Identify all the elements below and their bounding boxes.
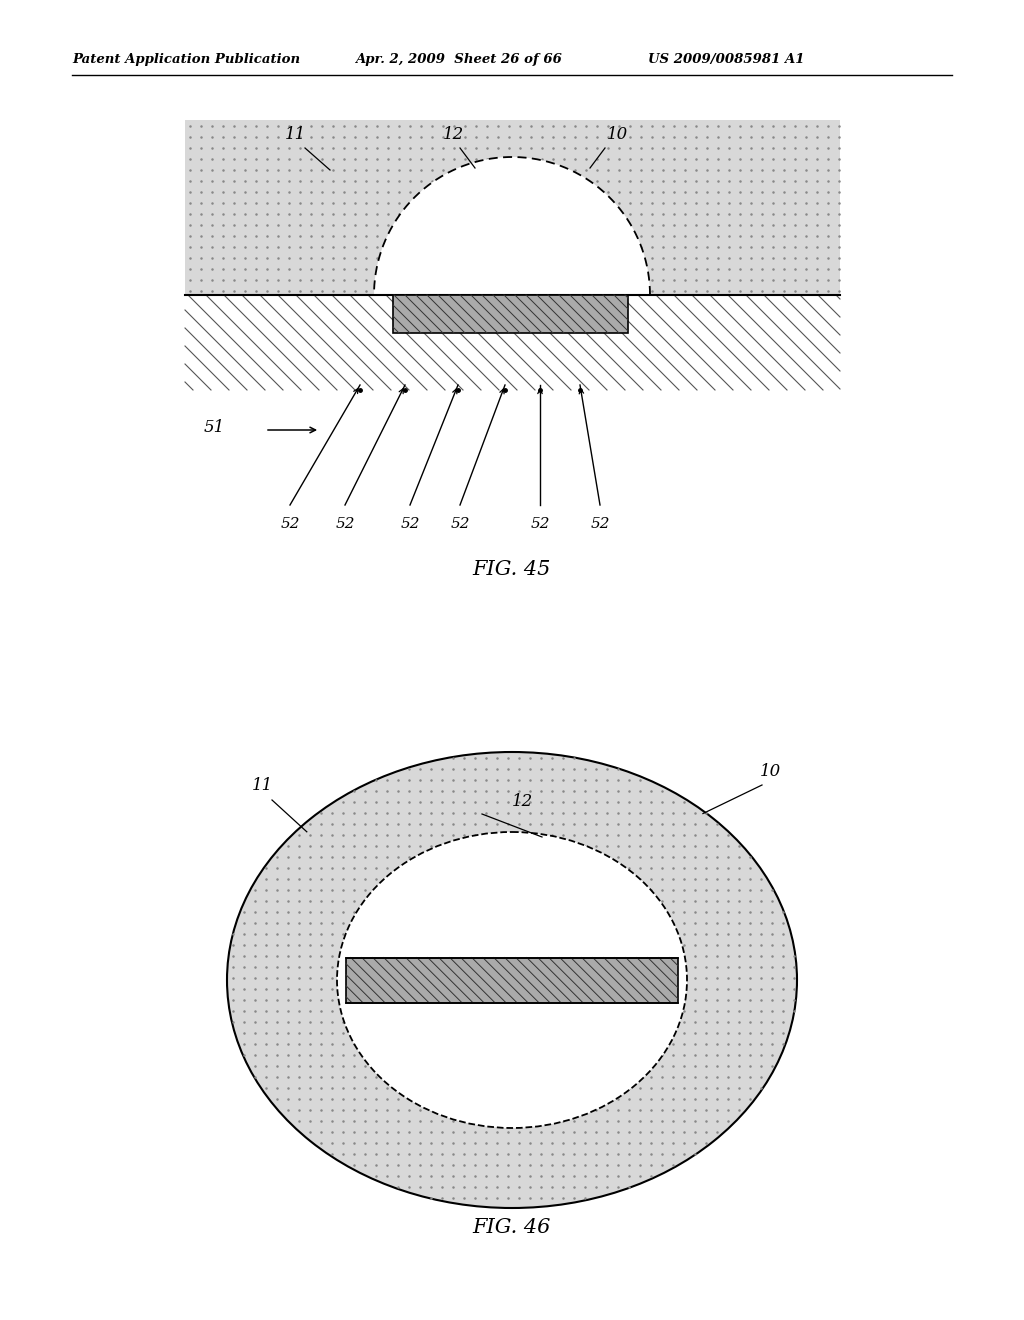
Text: 52: 52 xyxy=(451,517,470,531)
Text: 52: 52 xyxy=(335,517,354,531)
Text: 51: 51 xyxy=(204,418,225,436)
Bar xyxy=(393,294,628,333)
Text: 12: 12 xyxy=(511,793,532,810)
Polygon shape xyxy=(374,157,650,294)
Bar xyxy=(185,120,840,294)
Text: 52: 52 xyxy=(281,517,300,531)
Text: 52: 52 xyxy=(400,517,420,531)
Ellipse shape xyxy=(337,832,687,1129)
Text: 52: 52 xyxy=(530,517,550,531)
Ellipse shape xyxy=(227,752,797,1208)
Text: 11: 11 xyxy=(285,125,305,143)
Text: 52: 52 xyxy=(590,517,609,531)
Text: Apr. 2, 2009  Sheet 26 of 66: Apr. 2, 2009 Sheet 26 of 66 xyxy=(355,54,562,66)
Text: FIG. 46: FIG. 46 xyxy=(473,1218,551,1237)
Bar xyxy=(346,957,678,1002)
Text: 10: 10 xyxy=(760,763,780,780)
Text: US 2009/0085981 A1: US 2009/0085981 A1 xyxy=(648,54,805,66)
Text: Patent Application Publication: Patent Application Publication xyxy=(72,54,300,66)
Bar xyxy=(185,294,840,389)
Text: 12: 12 xyxy=(442,125,464,143)
Text: 10: 10 xyxy=(606,125,628,143)
Text: FIG. 45: FIG. 45 xyxy=(473,560,551,579)
Text: 11: 11 xyxy=(251,777,272,795)
